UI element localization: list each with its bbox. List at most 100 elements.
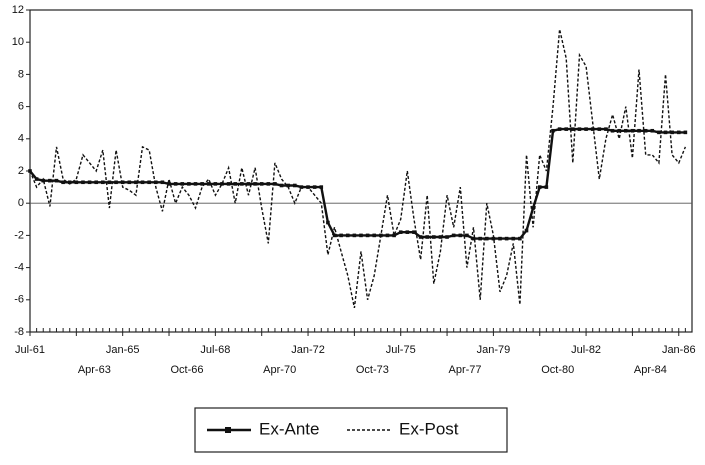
series-marker xyxy=(319,185,324,189)
series-marker xyxy=(180,182,185,186)
series-marker xyxy=(438,235,443,239)
x-tick-label: Jan-72 xyxy=(291,344,325,356)
series-line xyxy=(29,29,687,309)
series-marker xyxy=(544,185,549,189)
y-tick-label: -8 xyxy=(14,326,24,338)
series-marker xyxy=(557,127,562,131)
series-marker xyxy=(114,180,118,185)
series-marker xyxy=(412,230,416,234)
x-tick-label: Jul-61 xyxy=(15,344,45,356)
series-marker xyxy=(167,182,171,186)
legend-marker xyxy=(225,427,231,433)
series-marker xyxy=(683,130,688,135)
series-marker xyxy=(352,233,357,238)
series-marker xyxy=(41,178,46,183)
series-marker xyxy=(518,236,522,241)
series-marker xyxy=(564,127,569,131)
series-marker xyxy=(372,233,377,238)
series-marker xyxy=(676,130,681,135)
series-marker xyxy=(293,183,297,188)
series-marker xyxy=(34,177,39,181)
series-marker xyxy=(458,233,463,238)
series-marker xyxy=(54,178,59,183)
series-marker xyxy=(551,128,555,133)
series-marker xyxy=(259,182,264,186)
series-marker xyxy=(193,182,198,186)
series-marker xyxy=(332,233,337,238)
series-marker xyxy=(213,182,218,186)
x-tick-label: Jul-75 xyxy=(386,344,416,356)
y-tick-label: -2 xyxy=(14,229,24,241)
series-marker xyxy=(670,130,674,135)
series-marker xyxy=(425,235,429,239)
y-tick-label: 0 xyxy=(18,197,24,209)
series-marker xyxy=(451,233,456,238)
series-marker xyxy=(253,182,257,186)
series-marker xyxy=(531,206,535,210)
series-marker xyxy=(398,230,403,234)
series-marker xyxy=(571,127,575,131)
series-marker xyxy=(246,182,251,186)
series-line xyxy=(29,127,686,240)
series-marker xyxy=(134,180,138,185)
x-tick-label: Oct-73 xyxy=(356,364,389,376)
series-marker xyxy=(279,183,284,188)
series-marker xyxy=(584,127,588,131)
legend-label: Ex-Post xyxy=(399,419,459,438)
series-marker xyxy=(48,178,52,183)
x-tick-label: Oct-66 xyxy=(171,364,204,376)
y-tick-label: -4 xyxy=(14,262,24,274)
series-marker xyxy=(630,128,635,133)
legend: Ex-Ante Ex-Post xyxy=(194,407,508,453)
series-marker xyxy=(127,180,132,185)
series-marker xyxy=(643,128,648,133)
series-marker xyxy=(610,128,615,133)
x-tick-label: Apr-70 xyxy=(263,364,296,376)
x-tick-label: Apr-77 xyxy=(449,364,482,376)
x-tick-label: Oct-80 xyxy=(541,364,574,376)
series-marker xyxy=(511,236,516,241)
x-tick-label: Apr-63 xyxy=(78,364,111,376)
series-marker xyxy=(365,233,370,238)
series-marker xyxy=(266,182,271,186)
y-tick-label: 2 xyxy=(18,165,24,177)
series-marker xyxy=(101,180,105,185)
series-marker xyxy=(432,235,436,239)
series-marker xyxy=(392,233,396,238)
series-marker xyxy=(345,233,350,238)
series-marker xyxy=(160,180,165,185)
x-tick-label: Jul-82 xyxy=(571,344,601,356)
series-marker xyxy=(445,235,449,239)
series-marker xyxy=(590,127,595,131)
series-marker xyxy=(220,182,224,186)
series-marker xyxy=(312,185,317,189)
series-marker xyxy=(524,228,529,233)
series-marker xyxy=(200,182,204,186)
series-marker xyxy=(491,236,496,241)
series-marker xyxy=(61,180,65,185)
series-marker xyxy=(471,236,476,241)
x-tick-label: Jan-65 xyxy=(106,344,140,356)
series-marker xyxy=(147,180,151,185)
series-marker xyxy=(405,230,410,234)
series-marker xyxy=(326,220,330,225)
y-tick-label: 10 xyxy=(12,36,24,48)
series-marker xyxy=(359,233,363,238)
y-tick-label: -6 xyxy=(14,294,24,306)
x-tick-label: Apr-84 xyxy=(634,364,667,376)
series-marker xyxy=(273,182,277,186)
series-marker xyxy=(604,127,608,131)
series-marker xyxy=(226,182,231,186)
y-tick-label: 8 xyxy=(18,68,24,80)
x-tick-label: Jul-68 xyxy=(200,344,230,356)
legend-label: Ex-Ante xyxy=(259,419,319,438)
x-tick-label: Jan-79 xyxy=(477,344,511,356)
series-marker xyxy=(339,233,343,238)
series-marker xyxy=(187,182,191,186)
series-marker xyxy=(418,235,423,239)
series-marker xyxy=(81,180,85,185)
series-marker xyxy=(498,236,502,241)
series-marker xyxy=(465,233,469,238)
y-tick-label: 6 xyxy=(18,101,24,113)
